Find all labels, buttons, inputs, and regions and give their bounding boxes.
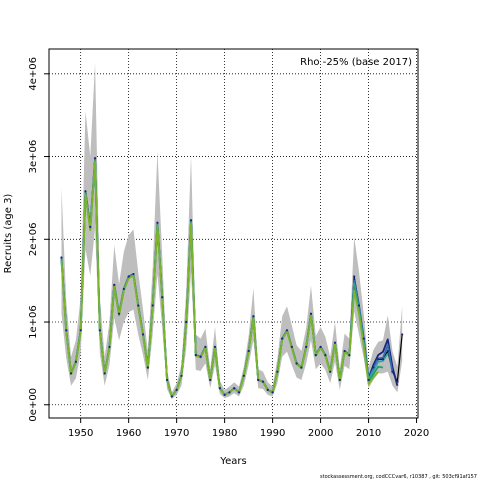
base-point — [377, 358, 380, 361]
base-point — [170, 395, 173, 398]
base-point — [391, 370, 394, 373]
base-point — [141, 333, 145, 336]
y-tick-label: 2e+06 — [28, 222, 39, 256]
base-point — [204, 345, 207, 348]
base-point — [98, 329, 101, 332]
base-point — [348, 354, 351, 357]
base-point — [396, 380, 399, 383]
y-axis: 0e+00 1e+06 2e+06 3e+06 4e+06 — [28, 57, 49, 422]
base-point — [333, 341, 337, 344]
base-point — [156, 221, 159, 224]
base-point — [329, 370, 332, 373]
base-point — [79, 329, 82, 332]
base-point — [165, 378, 169, 382]
base-point — [290, 345, 293, 348]
x-tick-label: 1960 — [116, 428, 141, 439]
base-point — [257, 378, 260, 382]
base-point — [189, 219, 193, 222]
base-point — [319, 345, 322, 348]
base-point — [69, 372, 73, 375]
base-point — [343, 349, 346, 353]
base-point — [271, 391, 274, 394]
y-axis-title: Recruits (age 3) — [3, 194, 14, 274]
x-tick-label: 2020 — [404, 428, 429, 439]
x-tick-label: 1980 — [212, 428, 237, 439]
base-point — [209, 378, 212, 382]
base-point — [122, 287, 125, 291]
base-point — [175, 388, 178, 391]
base-point — [305, 345, 308, 348]
base-point — [113, 283, 116, 286]
base-point — [242, 374, 245, 377]
base-point — [276, 370, 279, 373]
base-point — [281, 337, 284, 340]
base-point — [228, 391, 231, 394]
base-point — [194, 354, 197, 357]
base-point — [401, 333, 404, 336]
confidence-band — [61, 63, 403, 399]
base-point — [93, 157, 97, 160]
base-point — [247, 349, 250, 353]
base-point — [285, 329, 289, 332]
base-point — [185, 320, 188, 324]
base-point — [386, 349, 389, 353]
x-tick-label: 1990 — [260, 428, 285, 439]
x-tick-label: 2010 — [356, 428, 381, 439]
y-tick-label: 0e+00 — [28, 388, 39, 422]
base-point — [233, 387, 236, 390]
base-point — [266, 388, 269, 391]
base-point — [132, 272, 135, 276]
base-point — [367, 378, 370, 382]
base-point — [127, 275, 130, 278]
base-point — [151, 304, 154, 307]
base-point — [146, 366, 149, 369]
base-point — [218, 387, 221, 390]
base-point — [180, 374, 183, 377]
base-point — [117, 312, 121, 315]
base-point — [314, 354, 317, 357]
band-area — [61, 63, 403, 399]
base-point — [261, 380, 265, 383]
base-point — [60, 256, 63, 259]
rho-annotation: Rho -25% (base 2017) — [300, 57, 412, 68]
plot-frame — [48, 48, 419, 419]
base-point — [65, 329, 68, 332]
x-axis-title: Years — [219, 456, 246, 467]
base-point — [199, 355, 202, 358]
base-point — [324, 354, 327, 357]
base-point — [161, 296, 164, 299]
x-tick-label: 1950 — [68, 428, 93, 439]
base-point — [357, 304, 361, 307]
x-tick-label: 2000 — [308, 428, 333, 439]
base-point — [108, 345, 111, 348]
base-point — [309, 312, 313, 315]
base-point — [381, 358, 385, 361]
y-tick-label: 3e+06 — [28, 140, 39, 174]
base-point — [300, 366, 303, 369]
base-point — [372, 366, 375, 369]
base-point — [103, 372, 106, 375]
footer-credit: stockassessment.org, codCCCvar6, r10387 … — [320, 474, 477, 480]
base-point — [252, 315, 255, 318]
base-point — [213, 345, 217, 348]
base-point — [89, 225, 92, 228]
base-point — [223, 393, 226, 396]
base-point — [137, 304, 140, 307]
base-point — [362, 337, 365, 340]
base-point — [295, 362, 298, 365]
base-point — [84, 190, 87, 193]
base-points — [60, 157, 404, 398]
y-tick-label: 1e+06 — [28, 305, 39, 339]
x-axis: 1950 1960 1970 1980 1990 2000 2010 2020 — [68, 418, 429, 439]
base-point — [74, 360, 77, 363]
y-tick-label: 4e+06 — [28, 57, 39, 91]
base-point — [338, 378, 341, 382]
x-tick-label: 1970 — [164, 428, 189, 439]
base-point — [237, 391, 241, 394]
base-point — [353, 275, 356, 278]
